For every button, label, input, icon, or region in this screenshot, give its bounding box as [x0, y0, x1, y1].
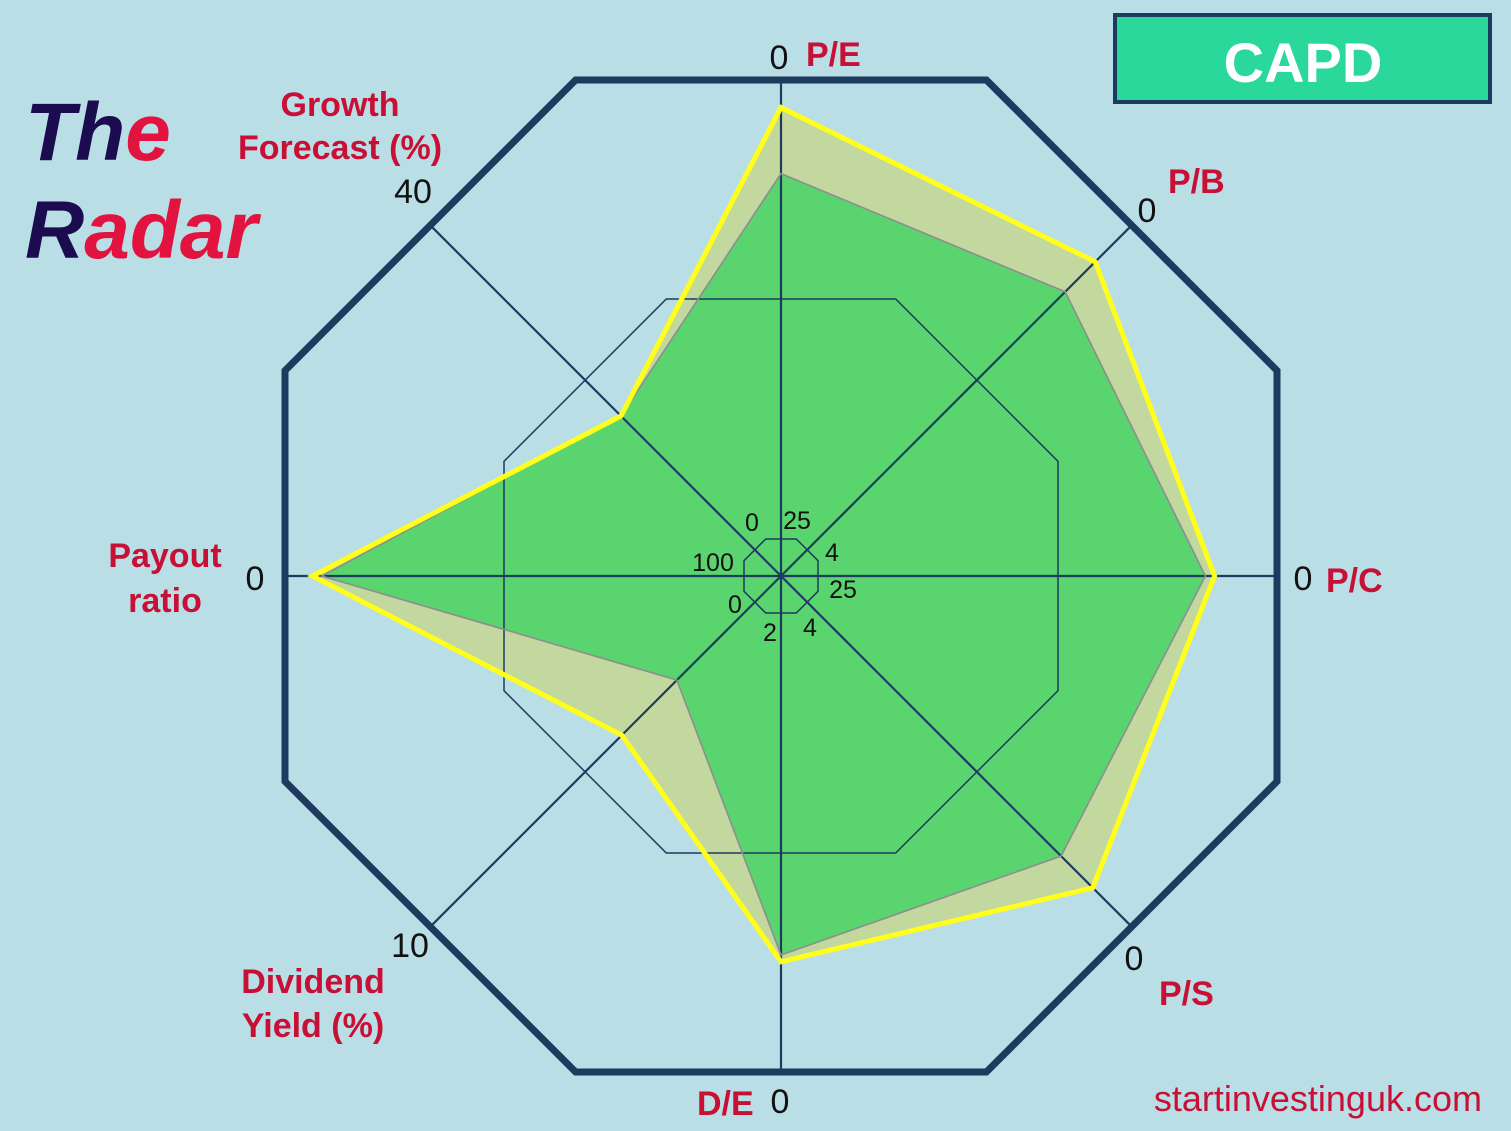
title-line-2-red-part: adar — [84, 185, 261, 276]
axis-label-pe: P/E — [806, 36, 861, 74]
grid-layer — [285, 80, 1277, 1072]
series-1-point-p-c — [1212, 573, 1218, 579]
ticker-badge: CAPD — [1113, 13, 1492, 104]
axis-outer-value-growth-forecast: 40 — [394, 173, 432, 211]
title-line-1-dark-part: Th — [25, 87, 125, 178]
series-1-point-p-b — [1092, 259, 1098, 265]
title-line-1-red-part: e — [125, 87, 171, 178]
axis-line-dividend-yield — [429, 575, 782, 928]
axis-inner-value-payout-ratio: 100 — [692, 549, 734, 577]
title-line-2: Radar — [25, 185, 262, 276]
axis-outer-value-de: 0 — [771, 1083, 790, 1121]
ticker-label: CAPD — [1224, 31, 1383, 94]
axis-outer-value-ps: 0 — [1125, 940, 1144, 978]
axis-label-ps: P/S — [1159, 975, 1214, 1013]
axis-label-de: D/E — [697, 1085, 754, 1123]
series-2-area — [321, 173, 1206, 956]
series-2-point-p-s — [1058, 853, 1064, 859]
title-line-2-dark-part: R — [25, 185, 84, 276]
frame-layer — [281, 76, 1281, 1076]
series-2-point-payout-ratio — [319, 573, 325, 579]
series-1-line — [307, 104, 1218, 965]
axis-outer-value-pe: 0 — [770, 39, 789, 77]
series-1-point-payout-ratio — [310, 573, 316, 579]
series-1-point-p-s — [1090, 885, 1096, 891]
series-2-point-growth-forecast — [618, 413, 624, 419]
axis-label-dividend-yield-line-1: Dividend — [241, 963, 385, 1001]
series-1-point-dividend-yield — [619, 732, 625, 738]
axis-line-p-s — [780, 575, 1133, 928]
axis-line-p-b — [780, 224, 1133, 577]
grid-ring-outer — [281, 76, 1281, 1076]
series-1-point-p-e — [778, 105, 784, 111]
axis-inner-value-pb: 4 — [825, 539, 839, 567]
grid-ring-middle — [503, 298, 1059, 854]
axis-inner-value-dividend-yield: 0 — [728, 591, 742, 619]
axis-label-pc: P/C — [1326, 562, 1383, 600]
axis-line-growth-forecast — [429, 224, 782, 577]
axis-inner-value-de: 2 — [763, 619, 777, 647]
ticker-badge-box — [1113, 13, 1492, 104]
series-2-point-dividend-yield — [674, 677, 680, 683]
axis-label-growth-forecast-line-2: Forecast (%) — [238, 129, 442, 167]
axis-label-pb: P/B — [1168, 163, 1225, 201]
series-2-point-p-e — [778, 171, 784, 177]
axis-inner-value-pc: 25 — [829, 576, 857, 604]
axis-label-growth-forecast-line-1: Growth — [281, 86, 400, 124]
axis-inner-value-ps: 4 — [803, 614, 817, 642]
title-line-1: The — [25, 87, 171, 178]
series-area-layer — [312, 107, 1215, 962]
series-2-point-p-b — [1062, 289, 1068, 295]
axis-outer-value-payout-ratio: 0 — [246, 560, 265, 598]
axis-inner-value-growth-forecast: 0 — [745, 509, 759, 537]
series-2-point-d-e — [778, 952, 784, 958]
axis-outer-value-pc: 0 — [1294, 560, 1313, 598]
series-2-point-p-c — [1202, 573, 1208, 579]
axis-outer-value-dividend-yield: 10 — [391, 927, 429, 965]
series-line-layer — [307, 104, 1218, 965]
grid-ring-inner — [743, 538, 819, 614]
source-watermark: startinvestinguk.com — [1154, 1078, 1482, 1119]
axis-label-payout-ratio-line-2: ratio — [128, 582, 202, 620]
axis-outer-value-pb: 0 — [1138, 192, 1157, 230]
axis-label-payout-ratio-line-1: Payout — [108, 537, 221, 575]
axis-label-dividend-yield-line-2: Yield (%) — [242, 1007, 384, 1045]
axis-inner-value-pe: 25 — [783, 507, 811, 535]
series-1-point-d-e — [778, 959, 784, 965]
